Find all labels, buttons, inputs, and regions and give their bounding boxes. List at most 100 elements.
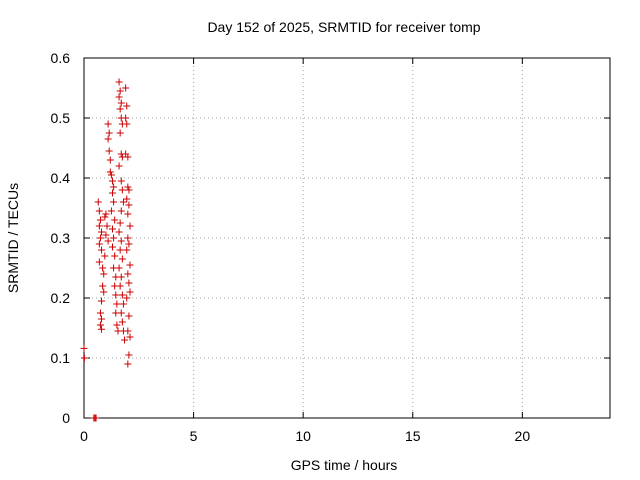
data-point (113, 321, 121, 329)
data-point (121, 336, 129, 344)
data-point (115, 264, 123, 272)
data-point (99, 282, 107, 290)
data-point (96, 234, 104, 242)
data-point (115, 78, 123, 86)
data-point (122, 84, 130, 92)
data-point (118, 291, 126, 299)
x-tick-label: 0 (80, 428, 88, 444)
data-point (125, 312, 133, 320)
plot-frame (83, 57, 611, 419)
data-point (101, 213, 109, 221)
y-tick-label: 0.1 (51, 350, 71, 366)
data-point (96, 216, 104, 224)
data-point (98, 325, 106, 333)
data-point (117, 273, 125, 281)
data-point (96, 309, 104, 317)
data-point (115, 228, 123, 236)
y-tick-label: 0.5 (51, 110, 71, 126)
data-point (111, 216, 119, 224)
data-point (108, 243, 116, 251)
data-point (126, 261, 134, 269)
data-point (124, 234, 132, 242)
data-point (95, 207, 103, 215)
data-point (124, 183, 132, 191)
data-point (123, 195, 131, 203)
data-point (125, 186, 133, 194)
data-points (80, 78, 134, 422)
chart-title: Day 152 of 2025, SRMTID for receiver tom… (207, 19, 480, 35)
data-point (111, 252, 119, 260)
x-tick-label: 15 (405, 428, 421, 444)
data-point (104, 237, 112, 245)
data-point (80, 344, 88, 352)
data-point (95, 240, 103, 248)
x-axis-label: GPS time / hours (291, 457, 398, 473)
data-point (106, 168, 114, 176)
data-point (123, 246, 131, 254)
data-point (113, 300, 121, 308)
data-point (117, 309, 125, 317)
data-point (118, 186, 126, 194)
data-point (124, 210, 132, 218)
data-point (119, 198, 127, 206)
data-point (124, 153, 132, 161)
data-point (102, 210, 110, 218)
data-point (99, 264, 107, 272)
data-point (125, 351, 133, 359)
data-point (98, 228, 106, 236)
data-point (116, 105, 124, 113)
data-point (116, 129, 124, 137)
data-point (102, 231, 110, 239)
data-point (103, 222, 111, 230)
data-point (116, 219, 124, 227)
data-point (92, 414, 100, 422)
data-point (125, 201, 133, 209)
axis-ticks: 0 5 10 15 20 0 0.1 0.2 0.3 0.4 0.5 0.6 (51, 50, 610, 444)
data-point (101, 252, 109, 260)
data-point (117, 237, 125, 245)
data-point (107, 207, 115, 215)
y-axis-label: SRMTID / TECUs (5, 183, 21, 293)
y-tick-label: 0.4 (51, 170, 71, 186)
data-point (110, 198, 118, 206)
x-tick-label: 10 (295, 428, 311, 444)
data-point (123, 102, 131, 110)
data-point (96, 321, 104, 329)
y-tick-label: 0 (62, 410, 70, 426)
data-point (95, 258, 103, 266)
data-point (98, 315, 106, 323)
data-point (123, 294, 131, 302)
data-point (125, 240, 133, 248)
data-point (98, 246, 106, 254)
data-point (124, 327, 132, 335)
data-point (119, 300, 127, 308)
data-point (112, 291, 120, 299)
data-point (108, 189, 116, 197)
data-point (110, 183, 118, 191)
data-point (110, 234, 118, 242)
data-point (104, 120, 112, 128)
data-point (124, 270, 132, 278)
x-tick-label: 5 (190, 428, 198, 444)
data-point (115, 93, 123, 101)
data-point (116, 246, 124, 254)
data-point (126, 288, 134, 296)
data-point (80, 354, 88, 362)
data-point (117, 207, 125, 215)
data-point (105, 147, 113, 155)
data-point (125, 279, 133, 287)
data-point (123, 120, 131, 128)
data-point (117, 99, 125, 107)
x-tick-label: 20 (515, 428, 531, 444)
data-point (117, 177, 125, 185)
data-point (107, 171, 115, 179)
data-point (116, 282, 124, 290)
data-point (124, 360, 132, 368)
data-point (95, 222, 103, 230)
data-point (105, 129, 113, 137)
data-point (98, 297, 106, 305)
data-point (116, 87, 124, 95)
data-point (115, 162, 123, 170)
data-point (118, 255, 126, 263)
